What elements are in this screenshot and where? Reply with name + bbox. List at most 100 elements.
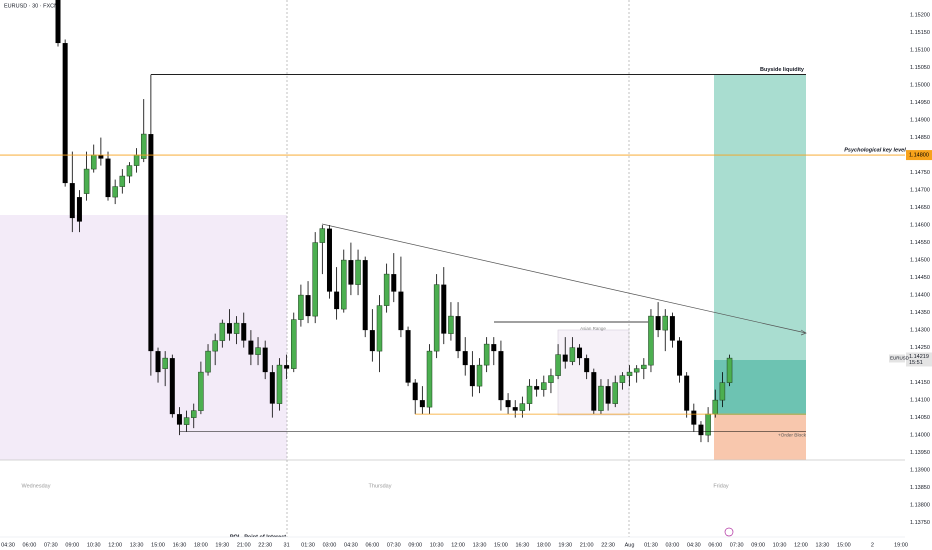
candle-body bbox=[133, 154, 140, 166]
x-tick-label: 19:00 bbox=[894, 542, 908, 548]
candle-body bbox=[505, 400, 511, 408]
x-tick-label: 19:30 bbox=[215, 542, 229, 548]
y-tick-label: 1.13900 bbox=[910, 468, 930, 474]
candle-body bbox=[148, 134, 154, 352]
candle-body bbox=[255, 347, 261, 355]
candle-body bbox=[212, 340, 218, 352]
candle-body bbox=[655, 316, 661, 331]
y-tick-label: 1.14350 bbox=[910, 310, 930, 316]
candle-body bbox=[469, 365, 475, 387]
candle-body bbox=[362, 260, 368, 331]
candle-body bbox=[719, 382, 726, 401]
x-tick-label: 15:00 bbox=[837, 542, 851, 548]
candle-body bbox=[483, 343, 490, 366]
x-tick-label: 22:30 bbox=[601, 542, 615, 548]
x-tick-label: 13:30 bbox=[473, 542, 487, 548]
y-tick-label: 1.14750 bbox=[910, 170, 930, 176]
event-icon[interactable] bbox=[724, 527, 734, 537]
y-tick-label: 1.14000 bbox=[910, 433, 930, 439]
candle-body bbox=[169, 358, 175, 415]
y-tick-label: 1.15050 bbox=[910, 65, 930, 71]
candle-body bbox=[83, 168, 90, 194]
y-tick-label: 1.13800 bbox=[910, 503, 930, 509]
y-tick-label: 1.14850 bbox=[910, 135, 930, 141]
candle-body bbox=[298, 294, 304, 320]
x-tick-label: 15:00 bbox=[494, 542, 508, 548]
candle-body bbox=[341, 259, 347, 310]
candle-body bbox=[312, 242, 318, 317]
candle-body bbox=[455, 316, 461, 352]
candle-body bbox=[555, 354, 561, 376]
candle-body bbox=[226, 323, 232, 334]
y-tick-label: 1.14550 bbox=[910, 240, 930, 246]
y-tick-label: 1.14100 bbox=[910, 398, 930, 404]
y-tick-label: 1.15100 bbox=[910, 48, 930, 54]
candle-body bbox=[305, 295, 311, 317]
candle-body bbox=[198, 371, 204, 411]
y-tick-label: 1.15200 bbox=[910, 13, 930, 19]
candle-body bbox=[426, 350, 433, 408]
x-tick-label: 09:00 bbox=[751, 542, 765, 548]
y-tick-label: 1.13850 bbox=[910, 485, 930, 491]
trendline bbox=[321, 223, 807, 334]
candle-body bbox=[448, 315, 454, 334]
x-tick-label: 09:00 bbox=[408, 542, 422, 548]
candle-body bbox=[698, 424, 704, 436]
candle-body bbox=[441, 284, 447, 334]
x-tick-label: 10:30 bbox=[87, 542, 101, 548]
candle-body bbox=[669, 316, 675, 341]
day-label: Friday bbox=[713, 483, 729, 489]
candle-body bbox=[183, 417, 190, 425]
y-tick-label: 1.14700 bbox=[910, 188, 930, 194]
candle-body bbox=[726, 357, 733, 383]
candle-body bbox=[562, 354, 568, 362]
candle-body bbox=[641, 364, 647, 369]
candle-body bbox=[55, 0, 61, 44]
target-zone bbox=[714, 75, 806, 360]
candle-body bbox=[633, 368, 640, 373]
candle-body bbox=[369, 330, 375, 352]
candle-body bbox=[605, 386, 611, 404]
countdown: 15:51 bbox=[909, 360, 923, 366]
candle-body bbox=[391, 274, 397, 292]
x-tick-label: 19:30 bbox=[558, 542, 572, 548]
candle-body bbox=[383, 273, 390, 306]
candle-body bbox=[541, 382, 547, 390]
candle-body bbox=[526, 385, 533, 404]
x-tick-label: 06:00 bbox=[23, 542, 37, 548]
candle-body bbox=[705, 413, 711, 436]
symbol-box bbox=[889, 354, 905, 363]
candle-body bbox=[398, 291, 404, 331]
candle-body bbox=[326, 228, 332, 292]
candle-body bbox=[276, 364, 283, 404]
y-tick-label: 1.14450 bbox=[910, 275, 930, 281]
y-tick-label: 1.14300 bbox=[910, 328, 930, 334]
y-tick-label: 1.14900 bbox=[910, 118, 930, 124]
x-tick-label: 04:30 bbox=[687, 542, 701, 548]
chart-title: EURUSD · 30 · FXCM bbox=[4, 3, 59, 9]
candle-body bbox=[241, 323, 247, 341]
candle-body bbox=[619, 375, 626, 383]
y-tick-label: 1.15000 bbox=[910, 83, 930, 89]
candle-body bbox=[205, 350, 211, 373]
x-tick-label: 01:30 bbox=[301, 542, 315, 548]
candle-body bbox=[112, 186, 118, 198]
x-tick-label: 09:00 bbox=[65, 542, 79, 548]
x-tick-label: 06:00 bbox=[365, 542, 379, 548]
candle-body bbox=[433, 284, 440, 352]
y-tick-label: 1.13750 bbox=[910, 520, 930, 526]
symbol-label: EURUSD bbox=[890, 356, 910, 361]
candle-body bbox=[76, 197, 82, 222]
candle-body bbox=[512, 407, 518, 411]
candle-body bbox=[348, 260, 354, 285]
y-tick-label: 1.14650 bbox=[910, 205, 930, 211]
y-tick-label: 1.14500 bbox=[910, 258, 930, 264]
trendline-arrow bbox=[800, 329, 807, 336]
y-tick-label: 1.14050 bbox=[910, 415, 930, 421]
candle-body bbox=[569, 347, 576, 362]
candle-body bbox=[491, 344, 497, 352]
candle-body bbox=[405, 330, 411, 383]
candle-body bbox=[119, 175, 126, 187]
candle-body bbox=[648, 315, 654, 366]
level-label: +Order Block bbox=[778, 432, 807, 438]
